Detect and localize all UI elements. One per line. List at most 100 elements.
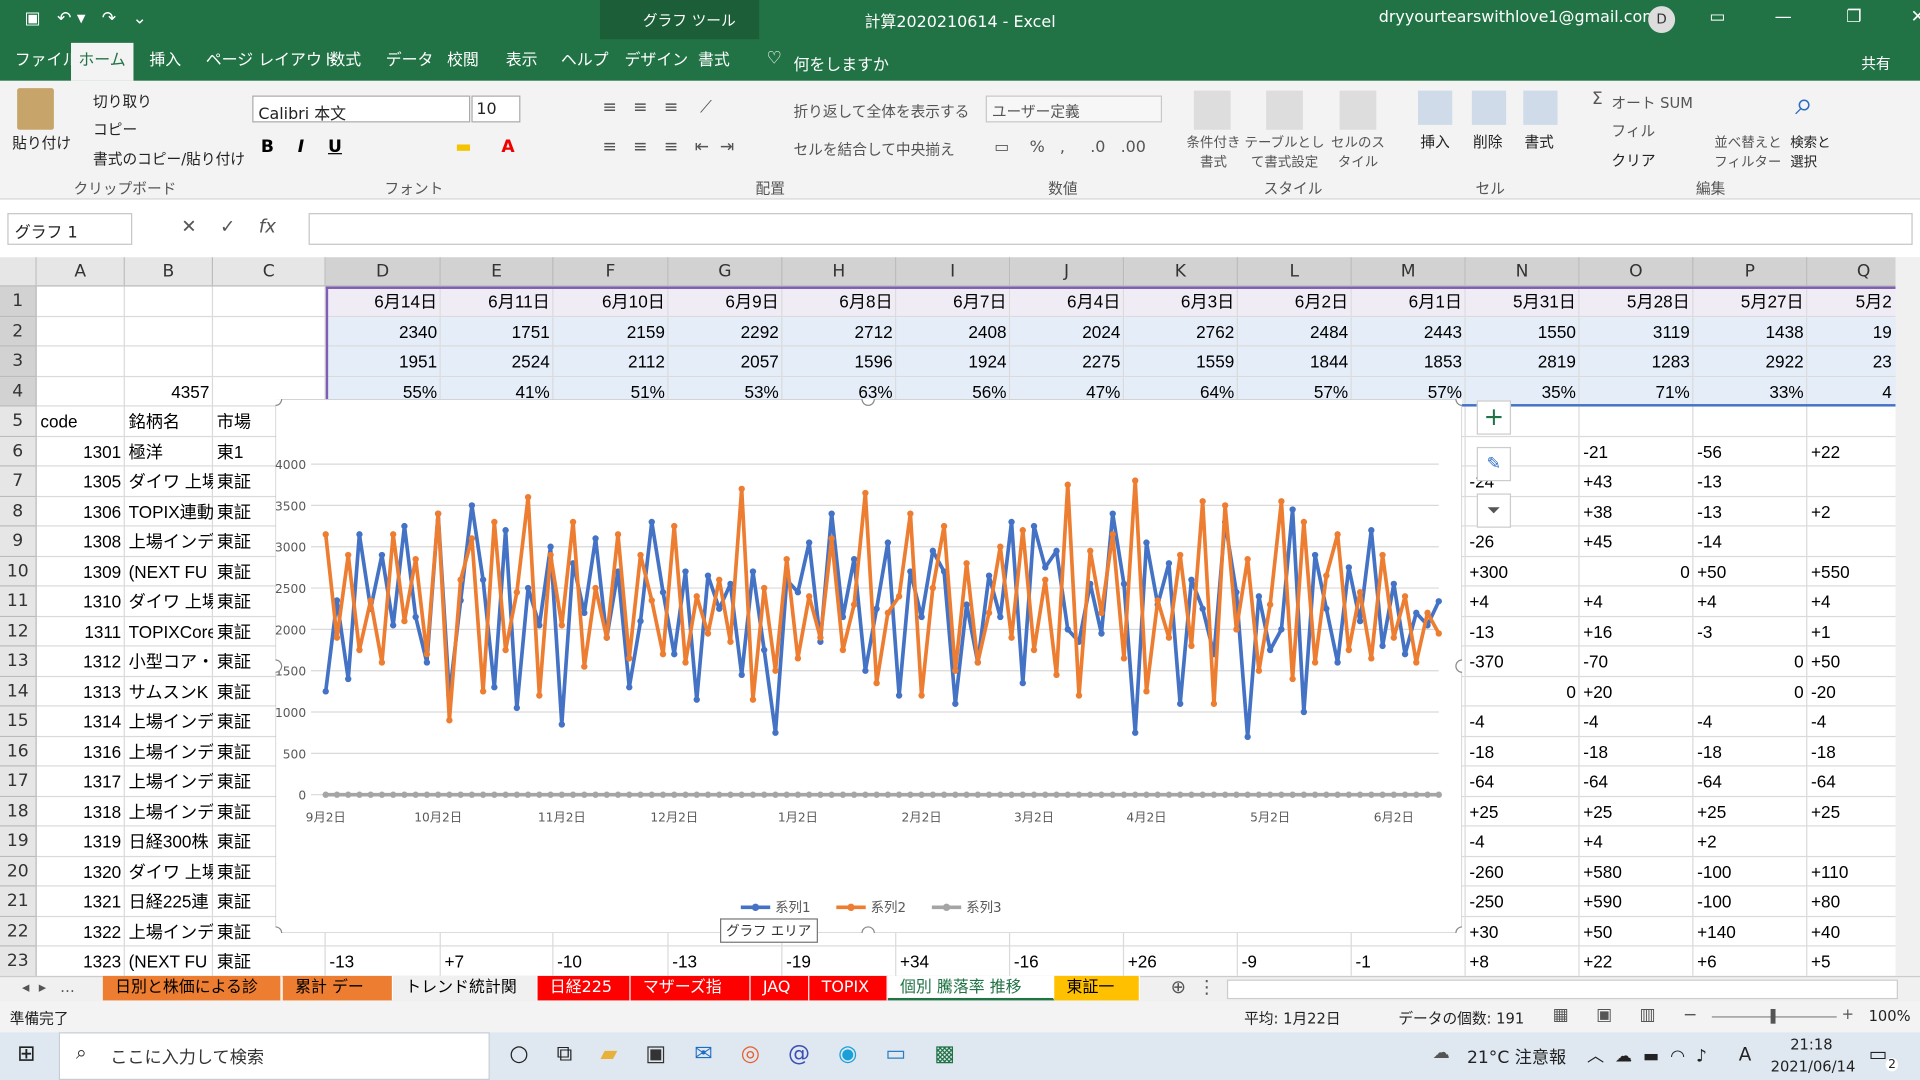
- cell-border: [1010, 286, 1125, 317]
- window-buttons[interactable]: ▭ — ❐ ✕: [1709, 7, 1920, 27]
- start-button[interactable]: ⊞: [17, 1040, 36, 1067]
- sheet-tab[interactable]: 累計 データ: [282, 975, 394, 1021]
- data-point: [637, 551, 644, 559]
- formula-input[interactable]: [308, 213, 1913, 245]
- data-point: [727, 580, 734, 588]
- ribbon-tab[interactable]: ヘルプ: [560, 51, 609, 70]
- data-point: [974, 791, 981, 798]
- selection-handles[interactable]: [275, 399, 1463, 934]
- ribbon-tab[interactable]: 書式: [697, 51, 730, 70]
- data-point: [614, 791, 622, 798]
- ribbon-tab[interactable]: データ: [385, 51, 434, 70]
- data-point: [626, 684, 633, 691]
- sort-filter[interactable]: 並べ替えとフィルター: [1714, 134, 1782, 171]
- quick-access[interactable]: ▣ ↶ ▾ ↷ ⌄: [24, 8, 147, 29]
- data-point: [524, 493, 532, 501]
- taskbar-apps[interactable]: ○ ⧉ ▰ ▣ ✉ ◎ @ ◉ ▭ ▩: [509, 1040, 956, 1067]
- chart[interactable]: 0 500 1000 1500 2000 2500 3000 3500 4000 9月2日 10月2…: [275, 399, 1463, 934]
- ribbon-tab[interactable]: ファイル: [14, 51, 79, 70]
- data-point: [850, 601, 858, 608]
- find-select[interactable]: 検索と選択: [1790, 134, 1831, 171]
- ribbon-tab[interactable]: ホーム: [71, 42, 134, 81]
- data-point: [614, 531, 622, 538]
- sheet-tab[interactable]: JAQ: [750, 975, 810, 1001]
- sheet-tab[interactable]: マザーズ指標: [630, 975, 751, 1021]
- ribbon-tab[interactable]: 表示: [505, 51, 538, 70]
- sheet-tab[interactable]: 東証一部: [1054, 975, 1140, 1021]
- data-point: [592, 791, 599, 798]
- context-tab: グラフ ツール: [642, 12, 736, 30]
- h-scrollbar[interactable]: [1226, 979, 1898, 1000]
- data-point: [1233, 626, 1240, 633]
- cell: 63%: [858, 381, 893, 402]
- ribbon-tab[interactable]: デザイン: [624, 51, 689, 70]
- data-point: [738, 791, 745, 798]
- data-point: [997, 613, 1004, 621]
- name-box[interactable]: [7, 213, 133, 245]
- formula-icons[interactable]: ✕ ✓ fx: [181, 215, 277, 238]
- number-format-box[interactable]: [985, 95, 1163, 123]
- ribbon-tab[interactable]: ページ レイアウト: [205, 51, 338, 70]
- ribbon-tab[interactable]: 挿入: [149, 51, 182, 70]
- delete[interactable]: 削除: [1473, 133, 1503, 151]
- add-sheet[interactable]: ⊕ ⋮: [1170, 975, 1217, 998]
- paste[interactable]: 貼り付け: [12, 134, 72, 152]
- chart-elements-button[interactable]: +: [1476, 400, 1512, 435]
- clear[interactable]: クリア: [1611, 151, 1656, 169]
- tab-nav[interactable]: ◂ ▸ …: [22, 978, 75, 996]
- cell-border: [1807, 407, 1896, 437]
- align-icons[interactable]: ≡ ≡ ≡ ⇤ ⇥: [602, 137, 735, 157]
- chart-filter-button[interactable]: ⏷: [1476, 493, 1512, 528]
- sheet-tab[interactable]: 個別 騰落率 推移: [887, 975, 1055, 1001]
- notification-icon[interactable]: ▭: [1868, 1042, 1888, 1066]
- cell-border: [1579, 736, 1694, 767]
- cell-border: [1807, 767, 1896, 797]
- ribbon-tab[interactable]: 校閲: [446, 51, 479, 70]
- copy[interactable]: コピー: [93, 121, 138, 139]
- format-as-table[interactable]: テーブルとして書式設定: [1244, 134, 1325, 171]
- font-box[interactable]: [252, 95, 471, 123]
- zoom-thumb[interactable]: [1770, 1008, 1776, 1024]
- format-painter[interactable]: 書式のコピー/貼り付け: [93, 150, 245, 168]
- cell-border: [124, 406, 214, 437]
- number-icons[interactable]: ▭ % , .0 .00: [994, 138, 1146, 157]
- zoom-plus[interactable]: +: [1841, 1005, 1854, 1023]
- share[interactable]: 共有: [1861, 55, 1891, 73]
- view-buttons[interactable]: ▦ ▣ ▥ −: [1552, 1005, 1698, 1025]
- font-name: Calibri 本文: [258, 105, 347, 124]
- clock-date: 2021/06/14: [1770, 1057, 1856, 1076]
- tray-icons[interactable]: ︿ ☁ ▬ ◠ ♪: [1586, 1046, 1707, 1067]
- avatar[interactable]: D: [1648, 6, 1676, 34]
- tell-me[interactable]: 何をしますか: [793, 56, 889, 75]
- fill[interactable]: フィル: [1611, 122, 1656, 140]
- sheet-tab[interactable]: トレンド統計関連: [393, 975, 538, 1021]
- autosum[interactable]: オート SUM: [1611, 94, 1693, 112]
- merge-center[interactable]: セルを結合して中央揃え: [793, 140, 955, 158]
- x-tick-label: 5月2日: [1250, 811, 1290, 825]
- insert[interactable]: 挿入: [1420, 133, 1450, 151]
- sheet-tab[interactable]: 日別と株価による診断: [102, 975, 282, 1021]
- conditional-format[interactable]: 条件付き書式: [1186, 134, 1241, 171]
- format[interactable]: 書式: [1524, 133, 1554, 151]
- wrap-text[interactable]: 折り返して全体を表示する: [793, 102, 970, 120]
- search-box[interactable]: [58, 1032, 490, 1080]
- ime[interactable]: A: [1738, 1043, 1752, 1066]
- font-buttons[interactable]: B I U ▬ A: [260, 137, 515, 157]
- cell-border: [1579, 766, 1694, 797]
- data-point: [491, 791, 498, 798]
- cell: 東証: [216, 831, 252, 852]
- data-point: [345, 791, 352, 798]
- sheet-tab[interactable]: 日経225: [537, 975, 631, 1001]
- cut[interactable]: 切り取り: [93, 93, 152, 111]
- cell: +30: [1469, 921, 1499, 942]
- v-scrollbar[interactable]: [1895, 257, 1920, 976]
- align-icons[interactable]: ≡ ≡ ≡ ⟋: [602, 97, 713, 118]
- ribbon-tab[interactable]: 数式: [329, 51, 362, 70]
- row-header: 18: [0, 796, 37, 827]
- size-box[interactable]: [471, 95, 521, 123]
- cell-styles[interactable]: セルのスタイル: [1331, 134, 1385, 171]
- chart-styles-button[interactable]: ✎: [1476, 446, 1512, 482]
- sheet-tab[interactable]: TOPIX: [809, 975, 888, 1001]
- cell-border: [782, 316, 897, 347]
- cell: +8: [1469, 951, 1489, 972]
